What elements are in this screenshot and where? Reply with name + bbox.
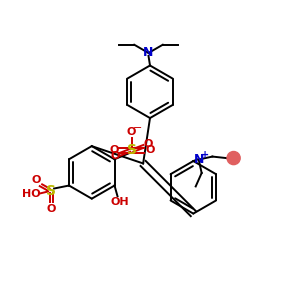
Text: O: O xyxy=(46,203,56,214)
Text: −: − xyxy=(133,123,142,133)
Text: +: + xyxy=(201,150,209,160)
Text: O: O xyxy=(145,145,154,155)
Text: HO: HO xyxy=(22,189,41,199)
Text: O: O xyxy=(109,145,119,155)
Text: O: O xyxy=(110,151,120,161)
Text: OH: OH xyxy=(111,197,129,207)
Circle shape xyxy=(227,152,240,165)
Text: O: O xyxy=(144,139,153,149)
Text: S: S xyxy=(127,143,137,157)
Text: N: N xyxy=(194,153,204,166)
Text: O: O xyxy=(32,175,41,184)
Text: S: S xyxy=(46,184,56,198)
Text: O: O xyxy=(126,127,136,137)
Text: N: N xyxy=(143,46,154,59)
